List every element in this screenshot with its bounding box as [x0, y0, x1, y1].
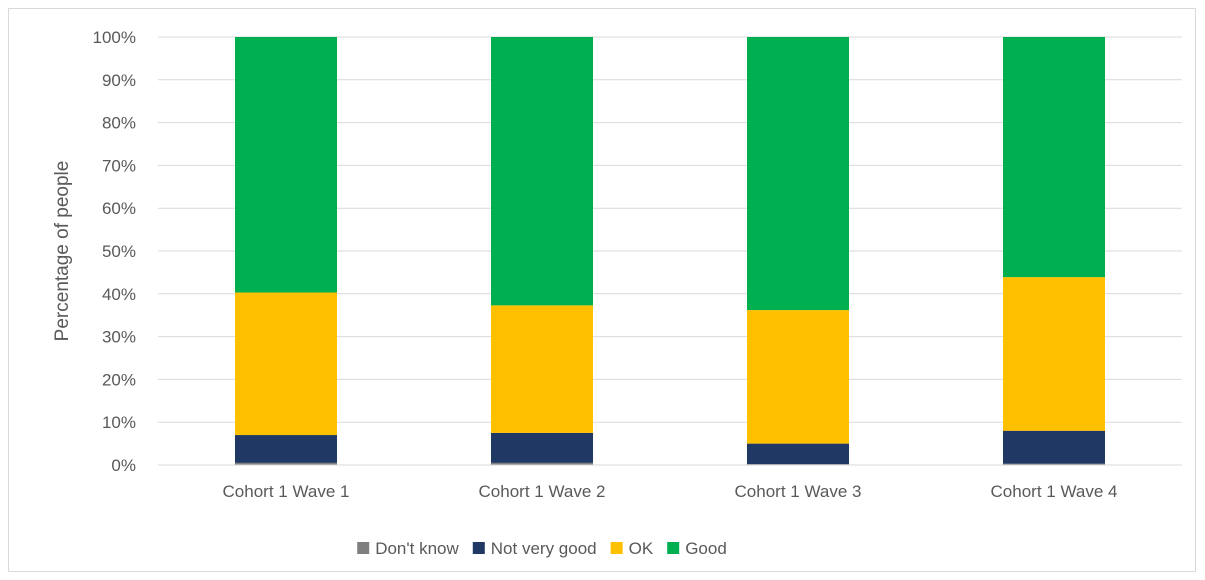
bar-segment [747, 37, 849, 311]
bar-segment [235, 292, 337, 436]
legend-label: Don't know [375, 539, 459, 558]
legend-swatch [357, 542, 370, 554]
y-tick-label: 30% [102, 328, 136, 347]
bar-segment [235, 435, 337, 463]
bar-segment [1003, 277, 1105, 431]
y-tick-label: 100% [93, 28, 136, 47]
bar-segment [235, 462, 337, 465]
bar-segment [491, 432, 593, 463]
bar-segment [1003, 430, 1105, 464]
y-tick-label: 50% [102, 242, 136, 261]
legend-swatch [610, 542, 623, 554]
x-axis-tick-labels: Cohort 1 Wave 1 Cohort 1 Wave 2 Cohort 1 W… [223, 482, 1118, 501]
bar-segment [235, 37, 337, 293]
y-tick-label: 60% [102, 199, 136, 218]
chart-frame [8, 8, 1196, 572]
y-axis-title: Percentage of people [52, 161, 73, 342]
y-tick-label: 90% [102, 71, 136, 90]
bar-segment [491, 462, 593, 465]
bar-segment [1003, 37, 1105, 278]
bar-segment [491, 305, 593, 433]
legend-swatch [667, 542, 680, 554]
x-tick-label: Cohort 1 Wave 1 [223, 482, 350, 501]
bars [235, 37, 1105, 465]
legend-label: Not very good [491, 539, 597, 558]
legend-label: Good [685, 539, 727, 558]
y-tick-label: 20% [102, 370, 136, 389]
x-tick-label: Cohort 1 Wave 4 [991, 482, 1118, 501]
y-tick-label: 80% [102, 114, 136, 133]
legend-label: OK [629, 539, 654, 558]
x-tick-label: Cohort 1 Wave 2 [479, 482, 606, 501]
y-tick-label: 70% [102, 156, 136, 175]
bar-segment [747, 443, 849, 465]
legend: Don't know Not very good OK Good [357, 539, 727, 558]
bar-segment [747, 310, 849, 444]
y-tick-label: 0% [111, 456, 136, 475]
x-tick-label: Cohort 1 Wave 3 [735, 482, 862, 501]
y-axis-tick-labels: 0% 10% 20% 30% 40% 50% 60% 70% 80% 90% 100% [93, 28, 136, 475]
legend-swatch [472, 542, 485, 554]
y-tick-label: 40% [102, 285, 136, 304]
y-tick-label: 10% [102, 413, 136, 432]
bar-segment [1003, 463, 1105, 465]
bar-segment [491, 37, 593, 306]
